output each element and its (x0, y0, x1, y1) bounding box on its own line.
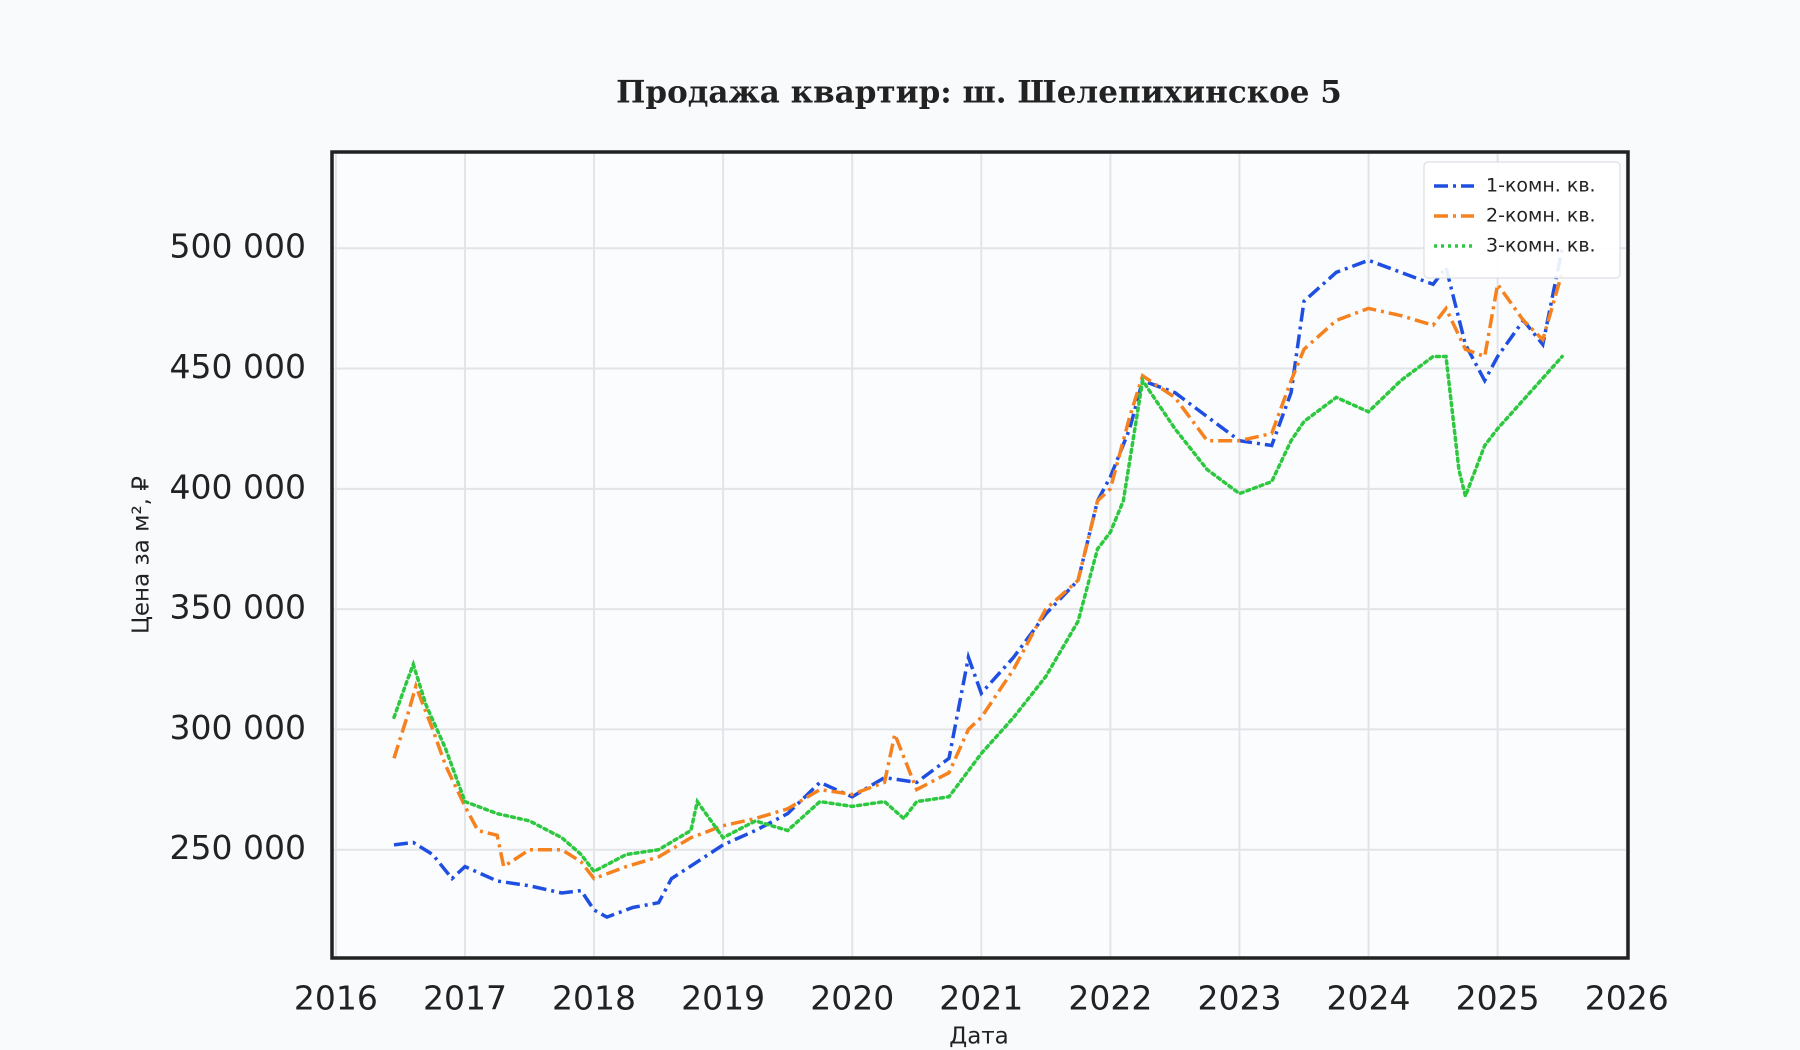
x-tick-label: 2025 (1456, 979, 1540, 1018)
y-tick-label: 500 000 (170, 227, 306, 266)
legend: 1-комн. кв. 2-комн. кв. 3-комн. кв. (1423, 161, 1621, 279)
x-tick-label: 2022 (1068, 979, 1152, 1018)
x-tick-label: 2024 (1327, 979, 1411, 1018)
x-tick-label: 2026 (1585, 979, 1669, 1018)
y-tick-label: 400 000 (170, 467, 306, 506)
x-axis-label: Дата (949, 1024, 1009, 1050)
x-tick-label: 2021 (939, 979, 1023, 1018)
x-tick-label: 2023 (1197, 979, 1281, 1018)
legend-label: 1-комн. кв. (1486, 175, 1596, 197)
legend-label: 2-комн. кв. (1486, 205, 1596, 227)
legend-box (1423, 161, 1621, 279)
data-line (392, 354, 1564, 874)
x-tick-label: 2020 (810, 979, 894, 1018)
x-tick-label: 2016 (294, 979, 378, 1018)
x-tick-label: 2017 (423, 979, 507, 1018)
legend-label: 3-комн. кв. (1486, 235, 1596, 257)
y-tick-label: 350 000 (170, 588, 306, 627)
plot-frame (330, 150, 1630, 960)
chart-title: Продажа квартир: ш. Шелепихинское 5 (616, 75, 1342, 111)
y-tick-label: 250 000 (170, 828, 306, 867)
x-tick-label: 2018 (552, 979, 636, 1018)
y-tick-label: 450 000 (170, 347, 306, 386)
y-tick-label: 300 000 (170, 708, 306, 747)
data-line (393, 247, 1564, 920)
x-tick-label: 2019 (681, 979, 765, 1018)
data-line (392, 271, 1564, 881)
plot-area (332, 152, 1628, 958)
y-axis-label: Цена за м², ₽ (129, 476, 155, 634)
